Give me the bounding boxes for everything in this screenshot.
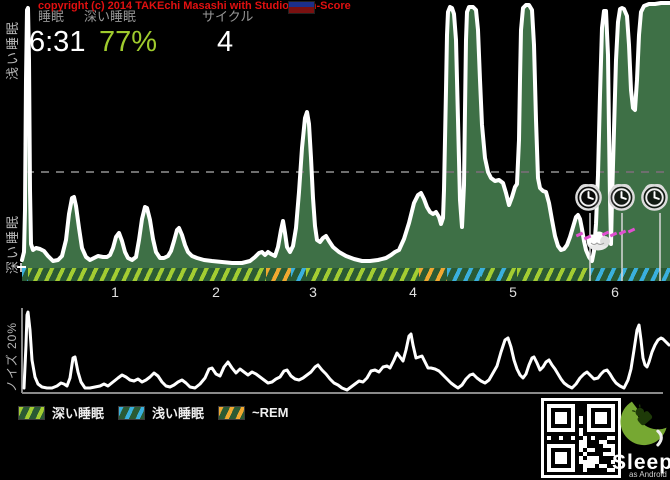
stat-label-deep-sleep: 深い睡眠	[84, 9, 137, 24]
app-subtitle: as Android	[629, 470, 667, 479]
hour-label: 5	[509, 284, 517, 300]
legend-swatch-deep-sleep	[18, 405, 45, 420]
hour-label: 1	[111, 284, 119, 300]
legend-label-deep-sleep: 深い睡眠	[52, 406, 105, 421]
hour-label: 4	[409, 284, 417, 300]
hypnogram-segment-rem	[266, 268, 291, 281]
alarm-icon[interactable]	[606, 181, 637, 212]
hour-label: 3	[309, 284, 317, 300]
stat-value-sleep-duration: 6:31	[29, 26, 86, 58]
hypnogram-segment-light	[22, 268, 28, 281]
legend-label-light-sleep: 浅い睡眠	[152, 406, 205, 421]
hypnogram-segment-deep	[306, 268, 419, 281]
stat-label-cycles: サイクル	[202, 9, 254, 24]
legend-swatch-light-sleep	[118, 405, 146, 420]
sleep-as-android-logo	[620, 401, 667, 447]
stat-label-sleep: 睡眠	[38, 9, 65, 24]
app-name: Sleep	[612, 451, 670, 474]
studio-badge-top	[289, 2, 314, 7]
hypnogram-segment-deep	[28, 268, 266, 281]
alarm-icon[interactable]	[573, 181, 604, 212]
noise-chart[interactable]	[0, 300, 670, 400]
stat-value-deep-sleep-percent: 77%	[99, 26, 158, 58]
hypnogram-segment-light	[291, 268, 306, 281]
hypnogram-segment-mixed	[481, 268, 517, 281]
y-axis-label-deep-sleep: 深い睡眠	[5, 213, 20, 274]
hypnogram-segment-deep	[517, 268, 590, 281]
y-axis-label-noise: ノイズ 20%	[5, 322, 19, 392]
legend-swatch-rem	[218, 405, 246, 420]
copyright-text: copyright (c) 2014 TAKEchi Masashi with …	[38, 0, 351, 12]
stat-value-cycle-count: 4	[217, 26, 234, 58]
hypnogram-segment-light	[590, 268, 670, 281]
hour-label: 2	[212, 284, 220, 300]
qr-code	[541, 398, 621, 478]
y-axis-label-light-sleep: 浅い睡眠	[5, 19, 20, 80]
studio-badge	[288, 1, 315, 14]
hour-label: 6	[611, 284, 619, 300]
alarm-icon[interactable]	[639, 181, 670, 212]
hypnogram-bar	[22, 268, 670, 281]
hypnogram-segment-rem	[419, 268, 447, 281]
studio-badge-bottom	[289, 7, 314, 13]
hypnogram-segment-light	[447, 268, 481, 281]
sleep-depth-chart[interactable]	[0, 0, 670, 300]
legend: 深い睡眠 浅い睡眠 ~REM	[18, 403, 296, 422]
legend-label-rem: ~REM	[252, 405, 289, 420]
